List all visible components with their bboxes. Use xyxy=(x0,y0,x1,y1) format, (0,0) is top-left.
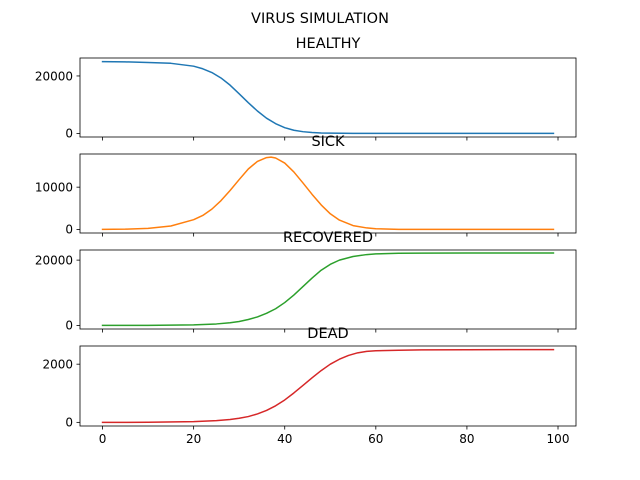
xtick-label: 60 xyxy=(368,432,383,446)
recovered-subplot-title: RECOVERED xyxy=(283,230,373,246)
dead-ytick-label: 2000 xyxy=(42,357,73,371)
sick-ytick-label: 0 xyxy=(65,223,73,237)
dead-series-line xyxy=(101,348,555,424)
xtick-label: 20 xyxy=(186,432,201,446)
dead-subplot-title: DEAD xyxy=(307,326,348,342)
healthy-ytick-label: 0 xyxy=(65,127,73,141)
dead-subplot: 0 2000 0 20 40 60 80 100 DEAD xyxy=(42,326,577,446)
recovered-ytick-label: 0 xyxy=(65,319,73,333)
healthy-axes-frame xyxy=(79,57,577,138)
healthy-series-line xyxy=(101,60,555,135)
healthy-subplot: 0 20000 HEALTHY xyxy=(35,36,577,141)
healthy-ytick-label: 20000 xyxy=(35,69,73,83)
xtick-label: 0 xyxy=(99,432,107,446)
xtick-label: 40 xyxy=(277,432,292,446)
xtick-label: 80 xyxy=(459,432,474,446)
recovered-series-line xyxy=(101,252,555,327)
sick-series-line xyxy=(101,156,555,231)
sick-axes-frame xyxy=(79,153,577,234)
sick-subplot-title: SICK xyxy=(311,134,345,150)
recovered-axes-frame xyxy=(79,249,577,330)
healthy-subplot-title: HEALTHY xyxy=(296,36,361,52)
xtick-label: 100 xyxy=(547,432,570,446)
recovered-subplot: 0 20000 RECOVERED xyxy=(35,230,577,333)
recovered-ytick-label: 20000 xyxy=(35,253,73,267)
sick-subplot: 0 10000 SICK xyxy=(35,134,577,237)
dead-ytick-label: 0 xyxy=(65,416,73,430)
figure-title: VIRUS SIMULATION xyxy=(251,11,389,27)
dead-axes-frame xyxy=(79,345,577,427)
sick-ytick-label: 10000 xyxy=(35,180,73,194)
